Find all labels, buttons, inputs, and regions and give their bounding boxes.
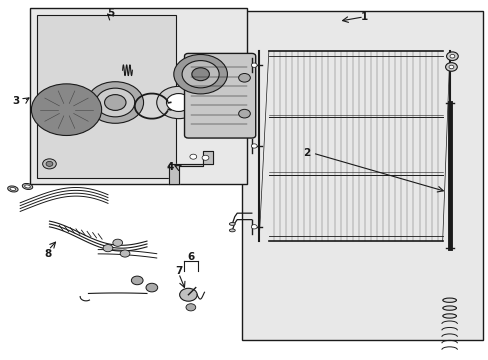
Circle shape	[146, 283, 158, 292]
Circle shape	[189, 154, 196, 159]
Circle shape	[166, 94, 190, 112]
Text: 4: 4	[166, 162, 173, 172]
Circle shape	[157, 86, 200, 119]
Circle shape	[103, 244, 113, 252]
Ellipse shape	[10, 188, 16, 190]
Text: 5: 5	[106, 8, 114, 18]
Bar	[242, 12, 483, 339]
Ellipse shape	[442, 306, 455, 310]
Circle shape	[251, 144, 257, 148]
Circle shape	[446, 52, 457, 60]
Circle shape	[63, 107, 70, 112]
Ellipse shape	[22, 184, 33, 189]
Text: 7: 7	[175, 266, 182, 276]
Text: 8: 8	[45, 248, 52, 258]
Circle shape	[185, 304, 195, 311]
Circle shape	[104, 95, 126, 111]
FancyBboxPatch shape	[184, 53, 255, 138]
Circle shape	[46, 161, 53, 166]
Ellipse shape	[8, 186, 18, 192]
Circle shape	[179, 288, 197, 301]
Circle shape	[113, 239, 122, 246]
Text: 6: 6	[187, 252, 194, 262]
Circle shape	[251, 63, 257, 67]
Circle shape	[182, 60, 219, 88]
Circle shape	[238, 109, 250, 118]
Circle shape	[448, 65, 453, 69]
Circle shape	[445, 63, 456, 71]
Text: 3: 3	[12, 96, 19, 106]
Circle shape	[42, 159, 56, 169]
Ellipse shape	[442, 314, 455, 318]
Circle shape	[120, 250, 130, 257]
Circle shape	[96, 88, 135, 117]
Circle shape	[49, 97, 83, 122]
Circle shape	[173, 54, 227, 94]
Circle shape	[191, 68, 209, 81]
Circle shape	[31, 84, 102, 135]
Circle shape	[58, 103, 75, 116]
Circle shape	[238, 73, 250, 82]
Circle shape	[202, 155, 208, 160]
Circle shape	[251, 225, 257, 229]
Circle shape	[131, 276, 143, 285]
Ellipse shape	[442, 298, 455, 302]
Bar	[37, 15, 176, 178]
Circle shape	[87, 82, 143, 123]
Ellipse shape	[229, 229, 235, 232]
Polygon shape	[168, 151, 212, 184]
Circle shape	[40, 90, 93, 129]
Ellipse shape	[229, 222, 235, 225]
Circle shape	[449, 54, 454, 58]
Bar	[30, 8, 246, 184]
Text: 2: 2	[303, 148, 310, 158]
Ellipse shape	[24, 185, 30, 188]
Text: 1: 1	[360, 12, 367, 22]
